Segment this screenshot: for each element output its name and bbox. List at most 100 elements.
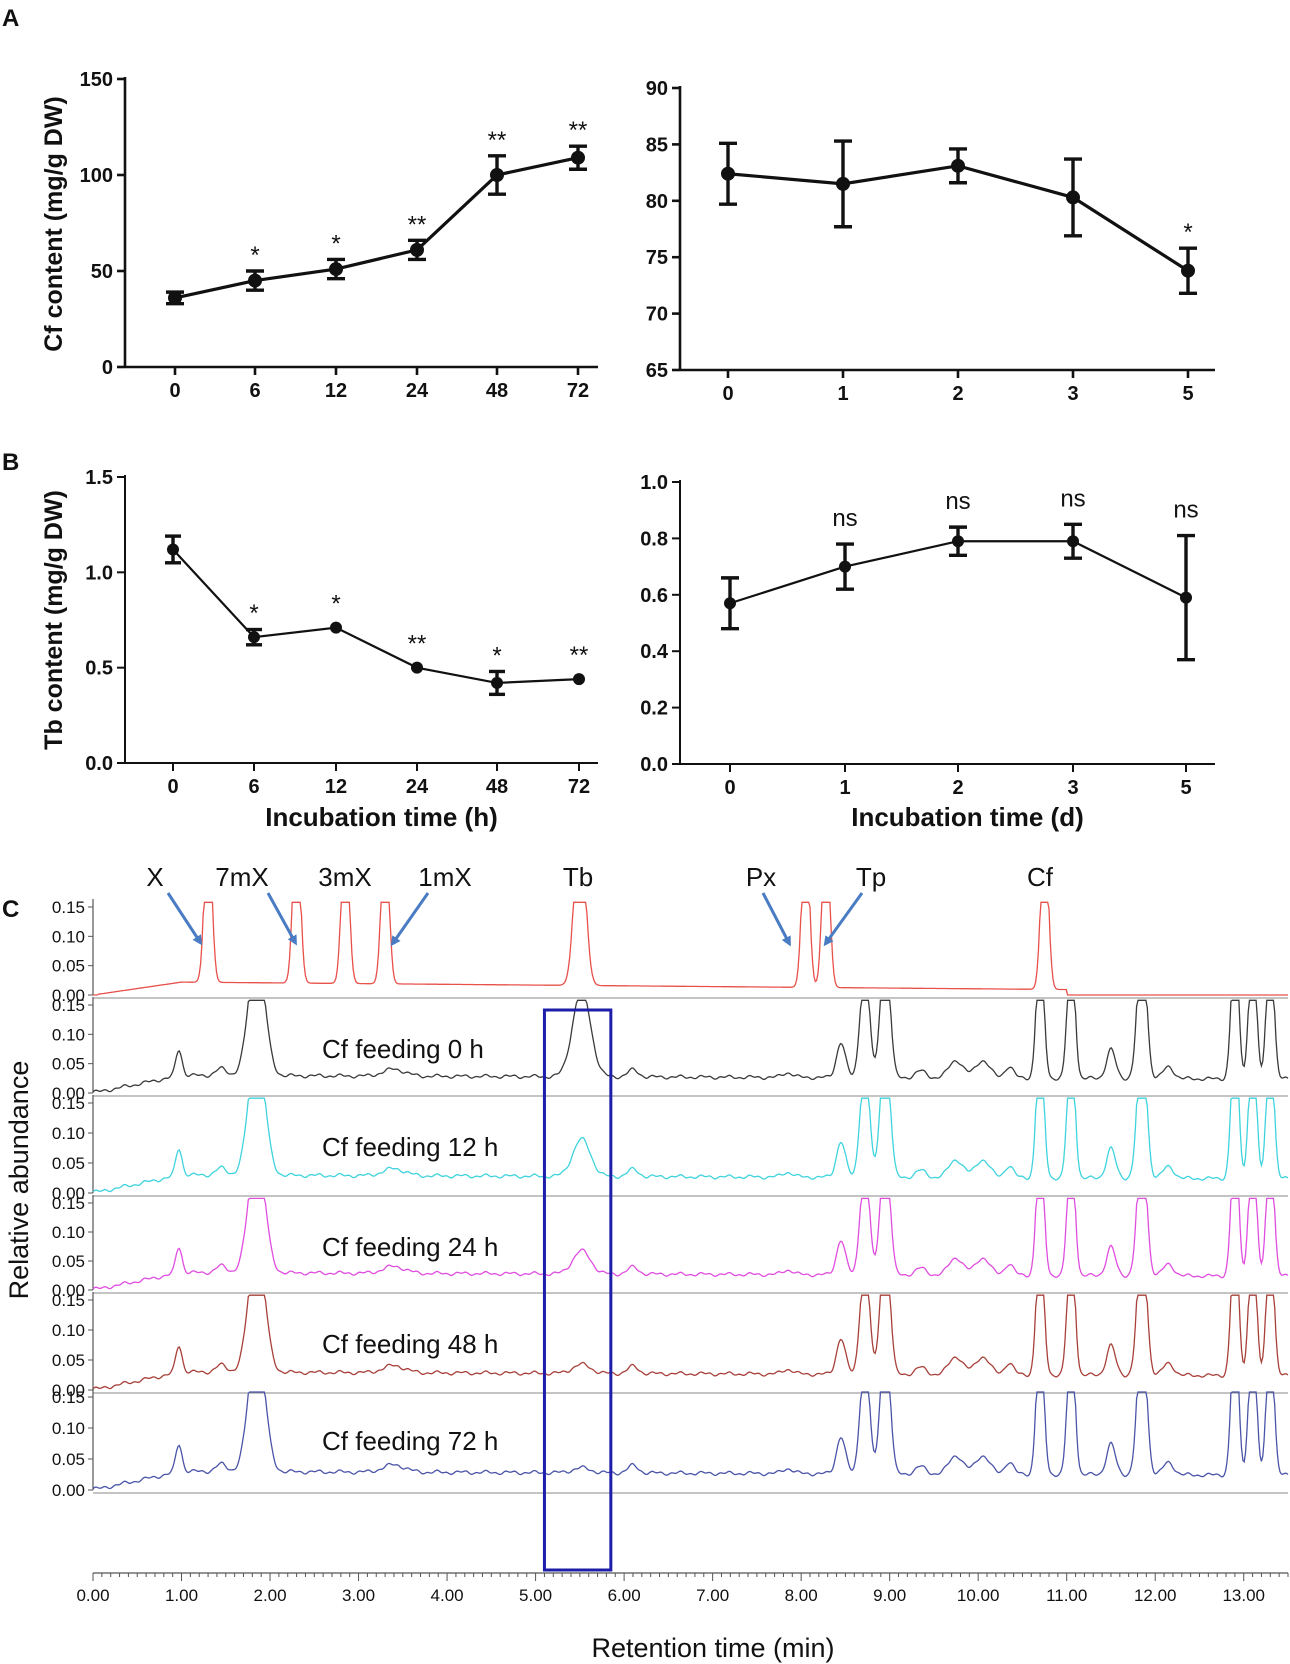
data-point bbox=[168, 290, 182, 305]
y-tick-label: 75 bbox=[646, 247, 668, 269]
y-axis-title: Tb content (mg/g DW) bbox=[40, 490, 68, 750]
significance-label: ** bbox=[408, 211, 427, 238]
data-point bbox=[330, 621, 342, 634]
chromatogram-trace bbox=[92, 1391, 1289, 1490]
chromatogram-trace bbox=[92, 1294, 1289, 1390]
x-tick-label: 3 bbox=[1067, 383, 1078, 405]
x-tick-label: 48 bbox=[486, 380, 508, 402]
x-tick-label: 9.00 bbox=[873, 1586, 906, 1605]
y-axis-title: Cf content (mg/g DW) bbox=[40, 96, 68, 352]
significance-label: * bbox=[492, 642, 501, 669]
strip-y-tick-label: 0.15 bbox=[52, 1291, 85, 1310]
y-tick-label: 0.8 bbox=[640, 528, 668, 550]
data-point bbox=[571, 150, 585, 165]
chart-tb-content-days: 0.0 0.2 0.4 0.6 0.8 1.0 0 1 2 3 5 ns ns ns ns Incubatio… bbox=[640, 472, 1215, 832]
chart-cf-content-days: 65 70 75 80 85 90 0 1 2 3 5 * bbox=[646, 78, 1215, 405]
y-tick-label: 85 bbox=[646, 134, 668, 156]
x-tick-label: 0.00 bbox=[76, 1586, 109, 1605]
x-axis-title: Incubation time (h) bbox=[265, 802, 498, 832]
y-tick-label: 100 bbox=[80, 165, 113, 187]
trace-label: Cf feeding 0 h bbox=[322, 1034, 484, 1064]
significance-label: ** bbox=[408, 631, 427, 658]
significance-label: ** bbox=[569, 117, 588, 144]
strip-y-tick-label: 0.10 bbox=[52, 1419, 85, 1438]
significance-label: * bbox=[1183, 219, 1192, 246]
strip-y-tick-label: 0.10 bbox=[52, 1124, 85, 1143]
x-tick-label: 2 bbox=[952, 383, 963, 405]
x-tick-label: 0 bbox=[722, 383, 733, 405]
x-tick-label: 10.00 bbox=[957, 1586, 1000, 1605]
panel-letter-c: C bbox=[2, 896, 19, 923]
strip-y-tick-label: 0.00 bbox=[52, 1184, 85, 1203]
x-tick-label: 8.00 bbox=[785, 1586, 818, 1605]
strip-y-tick-label: 0.00 bbox=[52, 1481, 85, 1500]
strip-y-tick-label: 0.00 bbox=[52, 1084, 85, 1103]
significance-label: * bbox=[331, 591, 340, 618]
data-point bbox=[490, 168, 504, 182]
x-tick-label: 3.00 bbox=[342, 1586, 375, 1605]
y-tick-label: 1.0 bbox=[640, 472, 668, 494]
y-tick-label: 0 bbox=[102, 357, 113, 379]
data-point bbox=[248, 631, 260, 644]
x-tick-label: 11.00 bbox=[1046, 1586, 1087, 1605]
data-point bbox=[1067, 535, 1079, 548]
series-line bbox=[172, 548, 580, 685]
x-tick-label: 5 bbox=[1180, 777, 1191, 799]
standard-peak-label: Tb bbox=[563, 862, 593, 892]
standard-peak-label: 1mX bbox=[418, 862, 471, 892]
x-tick-label: 0 bbox=[169, 380, 180, 402]
significance-label: ** bbox=[570, 642, 589, 669]
significance-label: * bbox=[250, 242, 259, 269]
chromatogram-trace bbox=[92, 999, 1289, 1093]
y-tick-label: 70 bbox=[646, 304, 668, 326]
data-point bbox=[839, 560, 851, 573]
x-tick-label: 1 bbox=[839, 777, 850, 799]
strip-y-tick-label: 0.05 bbox=[52, 1154, 85, 1173]
panel-letter-b: B bbox=[2, 449, 19, 476]
y-tick-label: 0.4 bbox=[640, 641, 669, 663]
standard-peak-label: X bbox=[146, 862, 163, 892]
x-tick-label: 2 bbox=[952, 777, 963, 799]
significance-label: ns bbox=[945, 488, 970, 515]
x-tick-label: 6 bbox=[248, 776, 259, 798]
data-point bbox=[724, 597, 736, 610]
x-tick-label: 7.00 bbox=[696, 1586, 729, 1605]
data-point bbox=[167, 543, 179, 556]
data-point bbox=[248, 273, 262, 288]
x-tick-label: 72 bbox=[568, 776, 590, 798]
peak-arrow bbox=[266, 892, 297, 946]
peak-arrow bbox=[390, 892, 430, 947]
data-point bbox=[491, 676, 503, 689]
chromatogram-trace bbox=[92, 1097, 1289, 1193]
strip-y-tick-label: 0.10 bbox=[52, 1321, 85, 1340]
y-tick-label: 80 bbox=[646, 191, 668, 213]
strip-y-tick-label: 0.15 bbox=[52, 1094, 85, 1113]
x-tick-label: 1.00 bbox=[165, 1586, 198, 1605]
x-tick-label: 24 bbox=[406, 380, 429, 402]
x-axis-title: Incubation time (d) bbox=[851, 802, 1084, 832]
x-tick-label: 1 bbox=[837, 383, 848, 405]
x-tick-label: 0 bbox=[167, 776, 178, 798]
series-line bbox=[174, 156, 579, 300]
strip-y-tick-label: 0.00 bbox=[52, 986, 85, 1005]
y-axis-title: Relative abundance bbox=[4, 1061, 34, 1300]
x-tick-label: 13.00 bbox=[1222, 1586, 1265, 1605]
strip-y-tick-label: 0.05 bbox=[52, 1351, 85, 1370]
trace-label: Cf feeding 48 h bbox=[322, 1329, 498, 1359]
peak-arrow bbox=[823, 892, 864, 947]
strip-y-tick-label: 0.15 bbox=[52, 1194, 85, 1213]
data-point bbox=[410, 242, 424, 257]
strip-y-tick-label: 0.10 bbox=[52, 927, 85, 946]
standard-peak-label: Px bbox=[746, 862, 776, 892]
data-point bbox=[573, 673, 585, 686]
x-tick-label: 12 bbox=[325, 380, 347, 402]
data-point bbox=[952, 535, 964, 548]
y-tick-label: 1.5 bbox=[85, 467, 113, 489]
x-tick-label: 5.00 bbox=[519, 1586, 552, 1605]
strip-y-tick-label: 0.15 bbox=[52, 898, 85, 917]
strip-y-tick-label: 0.00 bbox=[52, 1381, 85, 1400]
x-tick-label: 6.00 bbox=[608, 1586, 641, 1605]
standard-peak-label: Cf bbox=[1027, 862, 1054, 892]
